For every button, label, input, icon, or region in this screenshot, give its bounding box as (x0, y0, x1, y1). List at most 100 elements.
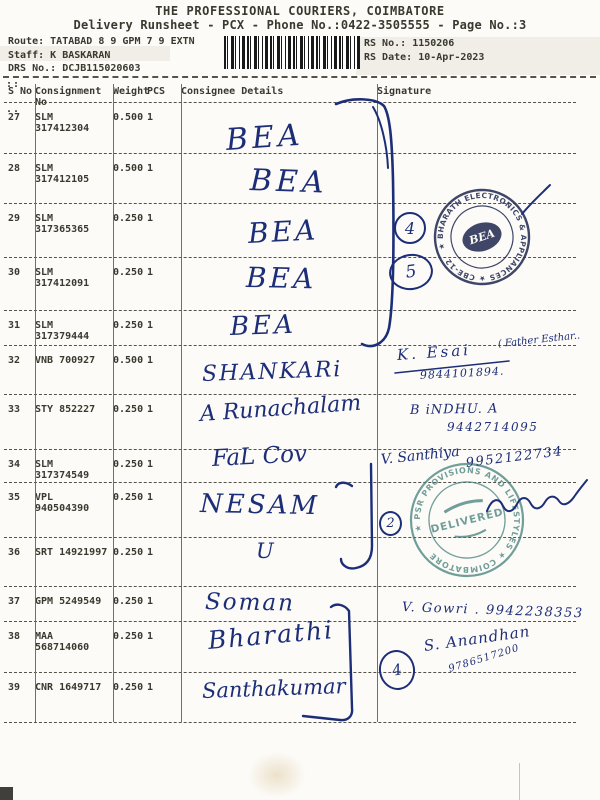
cell-consignment: VPL 940504390 (35, 492, 90, 514)
cell-weight: 0.250 (113, 547, 144, 558)
table-row: 34 SLM 317374549 0.250 1 (4, 450, 576, 483)
table-row: 28 SLM 317412105 0.500 1 (4, 154, 576, 204)
scan-shade (0, 46, 170, 61)
cell-pcs: 1 (147, 547, 154, 558)
header-meta-right: RS No.: 1150206 RS Date: 10-Apr-2023 (364, 37, 484, 64)
cell-s-no: 29 (8, 213, 21, 224)
col-s-no: S No (8, 86, 33, 97)
cell-weight: 0.500 (113, 112, 144, 123)
table-row: 31 SLM 317379444 0.250 1 (4, 311, 576, 346)
barcode (224, 36, 360, 69)
cell-consignment: SLM 317374549 (35, 459, 90, 481)
cell-s-no: 35 (8, 492, 21, 503)
cell-s-no: 34 (8, 459, 21, 470)
company-title: THE PROFESSIONAL COURIERS, COIMBATORE (155, 4, 445, 18)
cell-pcs: 1 (147, 112, 154, 123)
cell-weight: 0.500 (113, 355, 144, 366)
cell-signature (377, 682, 576, 722)
cell-s-no: 28 (8, 163, 21, 174)
cell-signature (377, 163, 576, 203)
table-row: 30 SLM 317412091 0.250 1 (4, 258, 576, 311)
staff-line: Staff: K BASKARAN (8, 49, 195, 63)
cell-consignment: CNR 1649717 (35, 682, 102, 693)
route-line: Route: TATABAD 8 9 GPM 7 9 EXTN (8, 35, 195, 49)
handwritten-consignee: Soman (204, 589, 296, 617)
cell-s-no: 27 (8, 112, 21, 123)
route-value: TATABAD 8 9 GPM 7 9 EXTN (50, 36, 195, 47)
cell-weight: 0.500 (113, 163, 144, 174)
cell-pcs: 1 (147, 355, 154, 366)
handwritten-consignee: SHANKARi (201, 357, 343, 387)
cell-pcs: 1 (147, 631, 154, 642)
cell-consignment: SLM 317412304 (35, 112, 90, 134)
drs-line: DRS No.: DCJB115020603 (8, 62, 195, 76)
cell-consignment: MAA 568714060 (35, 631, 90, 653)
header-meta-left: Route: TATABAD 8 9 GPM 7 9 EXTN Staff: K… (8, 35, 195, 76)
route-label: Route: (8, 36, 45, 47)
cell-weight: 0.250 (113, 213, 144, 224)
cell-pcs: 1 (147, 596, 154, 607)
rs-no-label: RS No.: (364, 38, 407, 49)
column-rule (35, 84, 36, 722)
cell-pcs: 1 (147, 267, 154, 278)
col-weight: Weight (113, 86, 150, 97)
cell-s-no: 30 (8, 267, 21, 278)
cell-consignee (181, 547, 377, 586)
cell-weight: 0.250 (113, 404, 144, 415)
cell-consignment: SLM 317412105 (35, 163, 90, 185)
cell-s-no: 33 (8, 404, 21, 415)
drs-value: DCJB115020603 (62, 63, 141, 74)
rs-no-line: RS No.: 1150206 (364, 37, 484, 51)
table-row: 36 SRT 14921997 0.250 1 (4, 538, 576, 587)
handwritten-consignee: NESAM (199, 489, 321, 522)
table-body: 27 SLM 317412304 0.500 1 28 SLM 317412105 0.5… (4, 102, 576, 723)
scan-stain (248, 752, 306, 798)
column-rule (113, 84, 114, 722)
handwritten-consignee: Santhakumar (201, 673, 346, 703)
cell-consignment: VNB 700927 (35, 355, 96, 366)
cell-signature (377, 492, 576, 537)
scan-corner-mark (0, 787, 13, 800)
cell-pcs: 1 (147, 213, 154, 224)
col-signature: Signature (377, 86, 432, 97)
handwritten-consignee: FaL Cov (211, 441, 308, 472)
rs-date-line: RS Date: 10-Apr-2023 (364, 51, 484, 65)
cell-pcs: 1 (147, 320, 154, 331)
drs-label: DRS No.: (8, 63, 57, 74)
cell-s-no: 31 (8, 320, 21, 331)
table-row: 39 CNR 1649717 0.250 1 (4, 673, 576, 723)
column-rule (181, 84, 182, 722)
rs-no-value: 1150206 (412, 38, 455, 49)
cell-s-no: 32 (8, 355, 21, 366)
table-row: 27 SLM 317412304 0.500 1 (4, 103, 576, 154)
handwritten-consignee: BEA (229, 309, 297, 342)
cell-s-no: 39 (8, 682, 21, 693)
cell-consignment: SLM 317365365 (35, 213, 90, 235)
cell-pcs: 1 (147, 459, 154, 470)
scan-fold-line (519, 763, 520, 800)
cell-s-no: 37 (8, 596, 21, 607)
handwritten-consignee: BEA (224, 117, 305, 158)
table-row: 33 STY 852227 0.250 1 (4, 395, 576, 450)
cell-consignment: SRT 14921997 (35, 547, 108, 558)
table-row: 38 MAA 568714060 0.250 1 (4, 622, 576, 673)
cell-weight: 0.250 (113, 492, 144, 503)
handwritten-consignee: BEA (249, 163, 329, 201)
staff-value: K BASKARAN (50, 49, 111, 61)
cell-weight: 0.250 (113, 320, 144, 331)
cell-pcs: 1 (147, 682, 154, 693)
scan-shade (356, 37, 600, 75)
cell-consignment: GPM 5249549 (35, 596, 102, 607)
header-divider (3, 76, 596, 78)
cell-weight: 0.250 (113, 682, 144, 693)
table-row: 35 VPL 940504390 0.250 1 (4, 483, 576, 538)
dot-marks: .. (6, 104, 21, 115)
handwritten-signature-name: B iNDHU. A (409, 401, 499, 418)
cell-signature (377, 547, 576, 586)
circled-number: 4 (394, 212, 426, 244)
handwritten-phone: 9442714095 (447, 420, 539, 434)
cell-consignment: SLM 317379444 (35, 320, 90, 342)
cell-weight: 0.250 (113, 631, 144, 642)
cell-s-no: 38 (8, 631, 21, 642)
